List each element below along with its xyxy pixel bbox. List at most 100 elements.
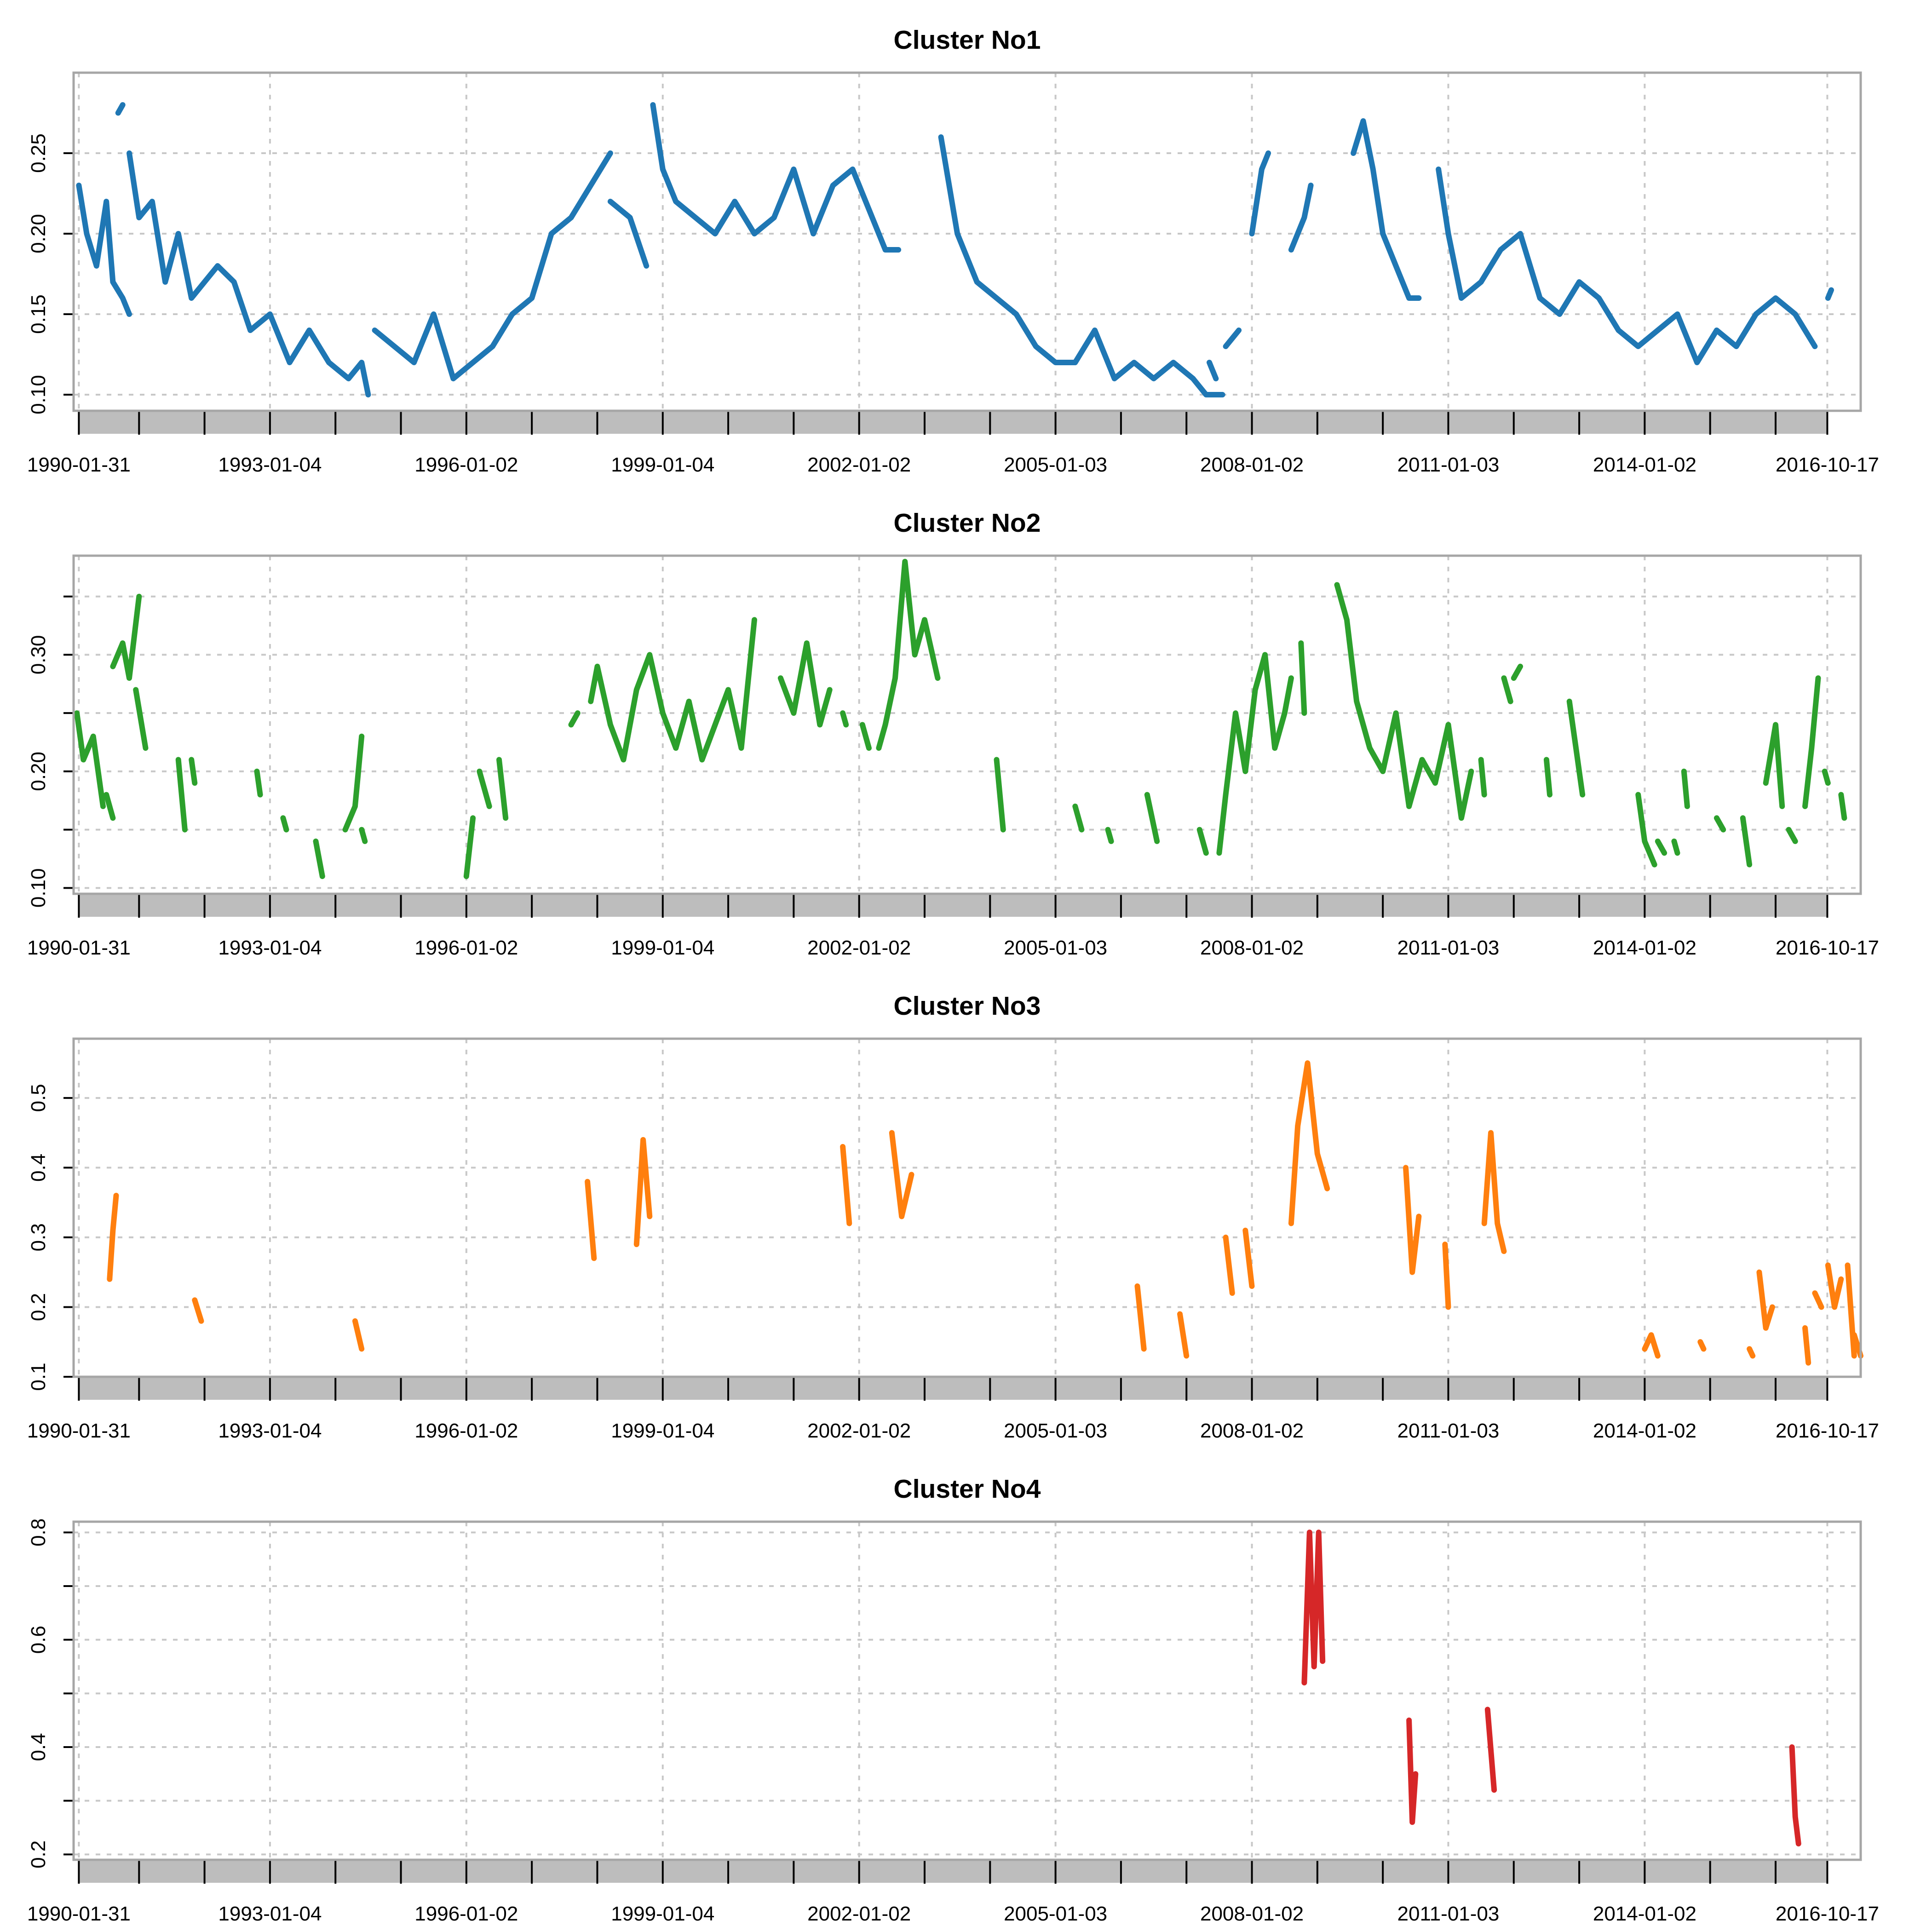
series-segment xyxy=(777,640,833,728)
x-tick-label: 1999-01-04 xyxy=(611,937,714,959)
series-segment xyxy=(1825,1262,1844,1310)
x-tick-label: 2008-01-02 xyxy=(1200,1903,1304,1925)
y-tick-label: 0.6 xyxy=(27,1626,50,1654)
plot-frame xyxy=(72,554,1862,895)
series-segment xyxy=(496,757,509,821)
date-axis-strip xyxy=(79,1861,1828,1883)
series-segment xyxy=(1403,1165,1422,1275)
series-segment xyxy=(352,1318,365,1352)
series-segment xyxy=(1822,768,1831,786)
series-segment xyxy=(633,1137,653,1248)
x-tick-label: 1993-01-04 xyxy=(218,1903,322,1925)
series-segment xyxy=(1134,1283,1147,1352)
series-segment xyxy=(1642,1332,1661,1359)
series-segment xyxy=(1249,150,1271,236)
x-tick-label: 2005-01-03 xyxy=(1004,937,1107,959)
series-segment xyxy=(585,1179,597,1261)
date-axis-strip xyxy=(79,412,1828,434)
x-tick-label: 1990-01-31 xyxy=(27,1420,131,1442)
x-tick-label: 2002-01-02 xyxy=(807,454,911,476)
cluster-panel-2: Cluster No2 0.10 0.20 0.30 1990-01-31 1993-01… xyxy=(27,508,1879,959)
series-segment xyxy=(1105,827,1114,844)
series-segment xyxy=(280,815,289,833)
x-tick-label: 2016-10-17 xyxy=(1776,937,1879,959)
x-tick-label: 1999-01-04 xyxy=(611,1420,714,1442)
series-segment xyxy=(1216,652,1294,856)
series-segment xyxy=(1072,803,1085,833)
plot-frame xyxy=(72,1520,1862,1861)
x-tick-label: 2014-01-02 xyxy=(1593,1420,1696,1442)
series-segment xyxy=(133,687,149,751)
x-tick-label: 1996-01-02 xyxy=(414,1903,518,1925)
series-segment xyxy=(588,617,757,763)
series-segment xyxy=(74,710,106,809)
x-tick-label: 2011-01-03 xyxy=(1397,1420,1500,1442)
series-segment xyxy=(1838,792,1847,821)
date-axis-strip xyxy=(79,895,1828,917)
x-tick-label: 1990-01-31 xyxy=(27,454,131,476)
y-tick-label: 0.25 xyxy=(27,133,50,173)
series-segment xyxy=(876,558,941,751)
series-segment xyxy=(840,1144,852,1226)
cluster-panel-4: Cluster No4 0.2 0.4 0.6 0.8 1990-01-31 1993-01… xyxy=(27,1474,1879,1925)
series-segment xyxy=(1501,675,1513,704)
series-segment xyxy=(994,757,1006,833)
x-tick-label: 2008-01-02 xyxy=(1200,1420,1304,1442)
y-tick-label: 0.4 xyxy=(27,1154,50,1182)
series-segment xyxy=(1481,1130,1507,1254)
x-tick-label: 2016-10-17 xyxy=(1776,1420,1879,1442)
series-segment xyxy=(477,768,492,809)
series-segment xyxy=(1543,757,1552,798)
y-tick-label: 0.5 xyxy=(27,1084,50,1112)
series-segment xyxy=(1288,183,1314,253)
series-segment xyxy=(1436,167,1818,365)
panel-title: Cluster No2 xyxy=(894,508,1041,538)
series-segment xyxy=(1763,722,1785,809)
x-tick-label: 2008-01-02 xyxy=(1200,454,1304,476)
series-segment xyxy=(1825,287,1834,301)
series-segment xyxy=(107,1193,119,1282)
series-segment xyxy=(1242,1227,1255,1289)
series-segment xyxy=(1697,1339,1707,1352)
series-segment xyxy=(1681,768,1690,809)
series-segment xyxy=(463,815,476,879)
y-tick-label: 0.20 xyxy=(27,214,50,253)
series-segment xyxy=(1334,582,1474,821)
series-segment xyxy=(110,593,142,681)
x-tick-label: 2016-10-17 xyxy=(1776,454,1879,476)
series-segment xyxy=(104,792,116,821)
plot-frame xyxy=(72,71,1862,412)
series-segment xyxy=(1442,1242,1451,1310)
x-tick-label: 2011-01-03 xyxy=(1397,1903,1500,1925)
x-tick-label: 2014-01-02 xyxy=(1593,937,1696,959)
y-tick-label: 0.1 xyxy=(27,1363,50,1391)
series-segment xyxy=(1655,838,1668,856)
x-tick-label: 2002-01-02 xyxy=(807,1420,911,1442)
x-tick-label: 1993-01-04 xyxy=(218,1420,322,1442)
y-tick-label: 0.2 xyxy=(27,1293,50,1321)
x-tick-label: 1996-01-02 xyxy=(414,1420,518,1442)
x-tick-label: 1993-01-04 xyxy=(218,454,322,476)
y-tick-label: 0.10 xyxy=(27,375,50,414)
y-tick-label: 0.10 xyxy=(27,868,50,908)
series-segment xyxy=(1223,1234,1235,1296)
series-segment xyxy=(254,768,263,798)
panel-title: Cluster No4 xyxy=(894,1474,1041,1504)
x-tick-label: 2011-01-03 xyxy=(1397,454,1500,476)
series-segment xyxy=(1635,792,1657,868)
series-segment xyxy=(175,757,188,833)
x-tick-label: 1996-01-02 xyxy=(414,937,518,959)
series-segment xyxy=(313,838,325,879)
series-segment xyxy=(1802,675,1821,809)
series-segment xyxy=(650,102,902,253)
series-segment xyxy=(1802,1325,1811,1366)
y-tick-label: 0.4 xyxy=(27,1733,50,1761)
series-segment xyxy=(1756,1269,1775,1331)
x-tick-label: 2011-01-03 xyxy=(1397,937,1500,959)
x-tick-label: 2005-01-03 xyxy=(1004,1420,1107,1442)
y-tick-label: 0.30 xyxy=(27,635,50,675)
series-segment xyxy=(607,199,650,269)
cluster-panel-1: Cluster No1 0.10 0.15 0.20 0.25 1990-01-31 199… xyxy=(27,25,1879,476)
series-segment xyxy=(1484,1707,1497,1793)
